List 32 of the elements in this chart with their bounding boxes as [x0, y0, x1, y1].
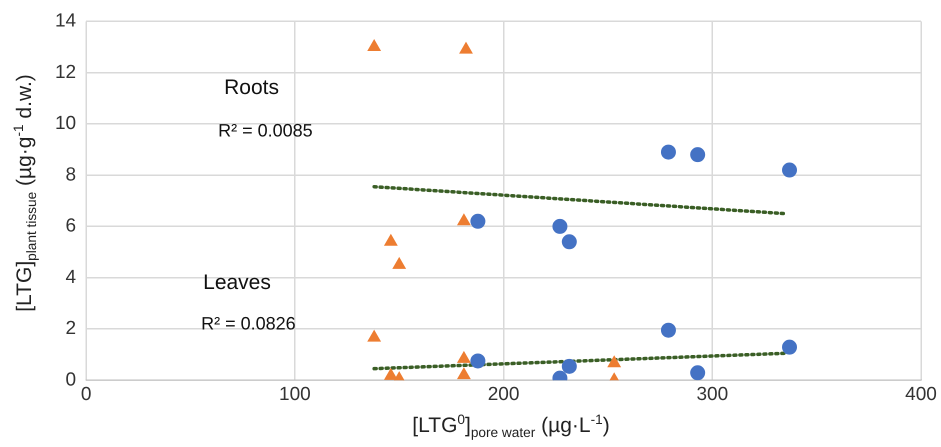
- x-tick-label: 100: [279, 384, 311, 405]
- y-tick-label: 4: [66, 266, 77, 288]
- point: [457, 368, 470, 380]
- point: [470, 214, 486, 229]
- y-tick-label: 8: [66, 164, 76, 186]
- x-tick-label: 400: [905, 384, 937, 405]
- point: [368, 330, 381, 342]
- x-tick-label: 200: [488, 384, 520, 405]
- y-tick-label: 0: [66, 369, 76, 390]
- y-tick-label: 14: [54, 10, 77, 32]
- point: [457, 214, 470, 226]
- x-tick-label: 300: [696, 384, 728, 405]
- y-tick-label: 10: [54, 113, 76, 134]
- point: [660, 144, 676, 160]
- annotation: Leaves: [203, 271, 271, 294]
- point: [608, 356, 621, 368]
- point: [392, 257, 406, 269]
- point: [457, 351, 470, 363]
- annotation: Roots: [224, 76, 279, 100]
- annotation: R² = 0.0826: [201, 313, 296, 334]
- point: [384, 368, 398, 380]
- point: [690, 147, 706, 162]
- point: [782, 162, 798, 178]
- x-axis-title: [LTG$^{0}$]$_{pore water}$ (µg·L$^{-1}$): [411, 412, 611, 440]
- annotation: R² = 0.0085: [218, 120, 313, 140]
- x-tick-label: 0: [80, 384, 92, 405]
- y-tick-label: 2: [66, 318, 76, 340]
- y-tick-label: 6: [66, 216, 76, 237]
- point: [562, 234, 577, 250]
- y-tick-label: 12: [54, 62, 76, 83]
- point: [552, 218, 568, 234]
- point: [384, 234, 398, 246]
